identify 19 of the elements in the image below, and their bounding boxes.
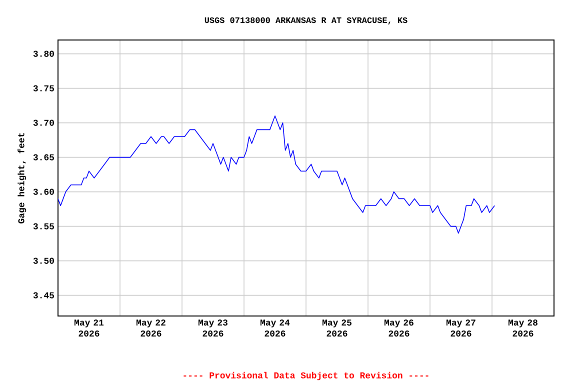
y-tick-label: 3.50 <box>33 258 54 264</box>
y-tick-label: 3.65 <box>33 154 54 160</box>
x-tick-label: May 21 2026 <box>74 320 104 337</box>
x-tick-label: May 22 2026 <box>136 320 166 337</box>
x-tick-label: May 23 2026 <box>198 320 228 337</box>
y-tick-label: 3.70 <box>33 120 54 126</box>
text: ---- Provisional Data Subject to Revision ---- <box>184 372 428 380</box>
chart-title: USGS 07138000 ARKANSAS R AT SYRACUSE, KS <box>204 17 408 24</box>
y-tick-label: 3.45 <box>33 292 54 298</box>
y-tick-label: 3.80 <box>33 50 54 57</box>
y-tick-label: 3.55 <box>33 223 54 230</box>
y-tick-label: 3.75 <box>33 85 54 92</box>
y-axis-title: Gage height, feet <box>18 133 26 224</box>
x-tick-label: May 28 2026 <box>508 320 538 337</box>
x-tick-label: May 24 2026 <box>260 320 290 337</box>
y-tick-label: 3.60 <box>33 188 54 195</box>
x-tick-label: May 26 2026 <box>384 320 414 337</box>
x-tick-label: May 25 2026 <box>322 320 352 337</box>
x-tick-label: May 27 2026 <box>446 320 476 337</box>
